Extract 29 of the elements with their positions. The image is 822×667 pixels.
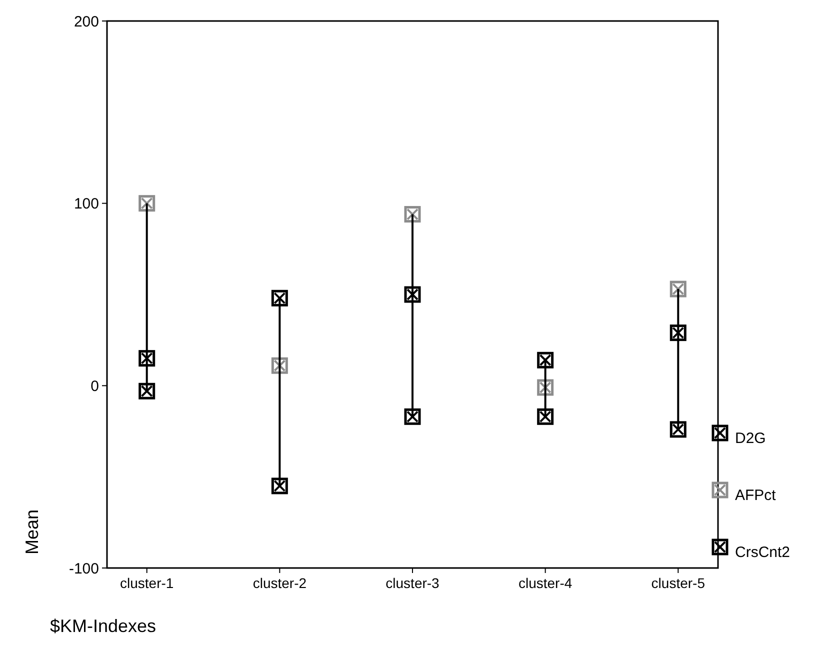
point xyxy=(138,350,156,367)
point xyxy=(271,290,288,306)
x-axis-title: $KM-Indexes xyxy=(50,616,156,636)
y-tick-label: 100 xyxy=(74,196,99,213)
legend-label: AFPct xyxy=(735,487,777,504)
point xyxy=(537,408,554,425)
x-tick-label: cluster-5 xyxy=(651,575,706,591)
point xyxy=(670,324,686,342)
point xyxy=(271,478,288,494)
y-tick-label: 0 xyxy=(90,378,99,395)
point xyxy=(271,357,288,374)
y-tick-label: -100 xyxy=(68,560,99,578)
point xyxy=(537,352,554,368)
point xyxy=(670,421,686,438)
point xyxy=(138,195,156,212)
x-tick-label: cluster-3 xyxy=(386,575,440,591)
point xyxy=(670,280,686,298)
point xyxy=(138,382,156,400)
legend-label: D2G xyxy=(735,430,766,447)
point xyxy=(404,206,421,223)
point xyxy=(404,408,421,425)
y-axis-title: Mean xyxy=(22,509,42,555)
x-tick-label: cluster-2 xyxy=(252,575,307,591)
y-tick-label: 200 xyxy=(74,13,99,30)
x-tick-label: cluster-4 xyxy=(518,575,572,591)
point xyxy=(404,286,421,303)
point xyxy=(537,379,554,396)
x-tick-label: cluster-1 xyxy=(120,575,174,591)
legend-label: CrsCnt2 xyxy=(735,544,790,561)
